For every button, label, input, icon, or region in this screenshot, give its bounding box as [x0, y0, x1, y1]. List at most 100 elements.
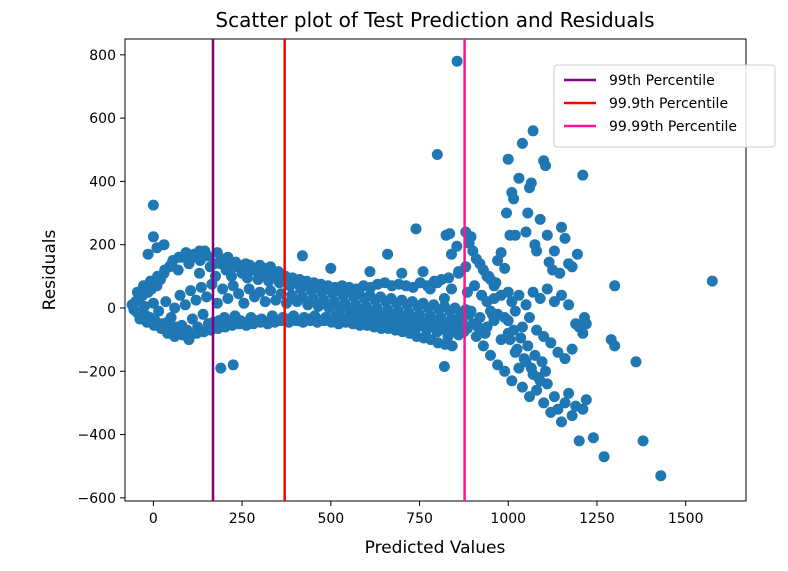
data-point: [609, 340, 621, 352]
data-point: [470, 331, 482, 342]
data-point: [509, 229, 521, 241]
data-point: [210, 270, 221, 282]
data-point: [508, 193, 520, 205]
data-point: [240, 258, 252, 270]
data-point: [159, 264, 171, 276]
data-point: [350, 299, 362, 311]
data-point: [554, 267, 566, 279]
data-point: [541, 229, 553, 241]
data-point: [485, 349, 496, 361]
data-point: [195, 281, 207, 293]
y-tick-label: −600: [78, 491, 116, 507]
data-point: [328, 296, 340, 308]
data-point: [238, 297, 250, 309]
y-tick-label: −200: [78, 364, 116, 380]
data-point: [410, 223, 422, 235]
data-point: [428, 315, 440, 327]
data-point: [559, 397, 571, 409]
data-point: [197, 308, 209, 320]
data-point: [142, 248, 154, 260]
data-point: [446, 248, 457, 260]
data-point: [531, 324, 543, 336]
data-point: [499, 312, 511, 323]
data-point: [364, 266, 376, 278]
data-point: [552, 346, 564, 358]
data-point: [226, 270, 237, 282]
data-point: [443, 272, 455, 284]
x-tick-label: 1000: [490, 511, 526, 527]
legend: 99th Percentile 99.9th Percentile 99.99th …: [553, 64, 776, 148]
data-point: [446, 340, 458, 352]
data-point: [215, 362, 227, 374]
data-point: [579, 312, 590, 323]
x-tick-label: 1500: [668, 511, 704, 527]
x-tick-label: 1250: [579, 511, 615, 527]
data-point: [513, 289, 525, 301]
data-point: [571, 248, 583, 260]
data-point: [211, 297, 223, 309]
data-point: [490, 277, 502, 289]
data-point: [476, 289, 488, 301]
data-point: [577, 169, 589, 181]
data-point: [548, 391, 560, 403]
y-axis-title: Residuals: [40, 230, 60, 311]
data-point: [465, 305, 477, 317]
data-point: [179, 299, 191, 311]
data-point: [536, 356, 548, 368]
x-axis-ticks: 0 250 500 750 1000 1250 1500: [149, 501, 704, 527]
data-point: [540, 160, 551, 172]
data-point: [538, 331, 550, 342]
data-point: [548, 296, 560, 308]
data-point: [516, 381, 528, 393]
data-point: [451, 55, 463, 67]
data-point: [499, 365, 511, 377]
data-point: [566, 410, 578, 422]
x-axis-title: Predicted Values: [365, 538, 506, 558]
data-point: [360, 300, 372, 312]
data-point: [504, 334, 516, 346]
data-point: [435, 321, 447, 333]
data-point: [147, 297, 159, 309]
data-point: [241, 272, 253, 284]
data-point: [446, 283, 457, 295]
data-point: [563, 387, 575, 399]
data-point: [296, 291, 308, 303]
x-tick-label: 250: [229, 511, 256, 527]
data-point: [465, 231, 477, 243]
data-point: [165, 312, 177, 323]
data-point: [147, 199, 159, 211]
data-point: [541, 378, 553, 390]
data-point: [186, 313, 198, 325]
data-point: [506, 375, 518, 387]
y-tick-label: 800: [89, 48, 116, 64]
data-point: [174, 289, 186, 301]
legend-label: 99.9th Percentile: [609, 96, 728, 112]
data-point: [529, 349, 541, 361]
data-point: [527, 286, 539, 298]
data-point: [495, 247, 507, 259]
y-tick-label: 0: [107, 301, 116, 317]
data-point: [392, 305, 404, 317]
data-point: [451, 240, 463, 252]
data-point: [265, 261, 276, 273]
plot-area-frame: [124, 38, 747, 502]
data-point: [424, 283, 436, 295]
data-point: [573, 435, 585, 447]
data-point: [217, 283, 229, 295]
data-point: [444, 228, 456, 240]
data-point: [587, 432, 599, 444]
data-point: [147, 231, 159, 243]
data-point: [522, 207, 534, 219]
data-point: [556, 416, 567, 428]
data-point: [158, 239, 170, 251]
y-tick-label: 600: [89, 111, 116, 127]
data-point: [169, 302, 181, 314]
data-point: [495, 334, 507, 346]
y-tick-label: −400: [78, 428, 116, 444]
data-point: [382, 304, 394, 316]
data-point: [552, 403, 564, 415]
y-tick-label: 400: [89, 174, 116, 190]
data-point: [233, 288, 245, 300]
data-point: [382, 248, 394, 260]
data-point: [513, 172, 525, 184]
